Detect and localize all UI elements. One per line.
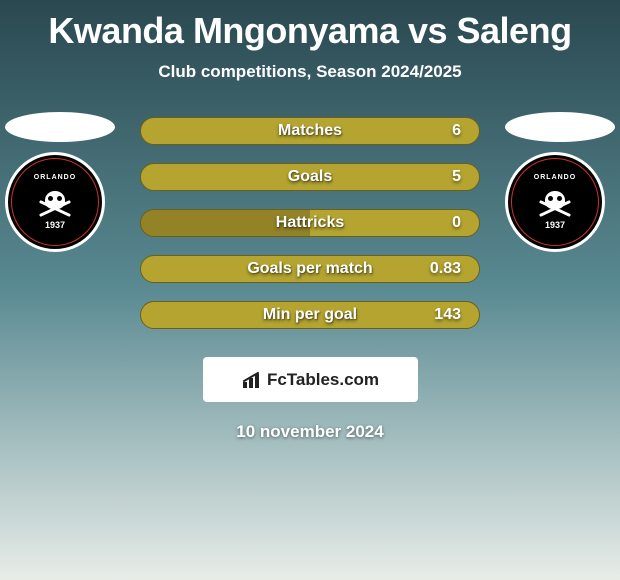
stat-right-value: 6: [431, 122, 461, 140]
stat-row: Min per goal 143: [140, 301, 480, 329]
stat-label: Matches: [278, 122, 342, 140]
stat-right-value: 0.83: [430, 260, 461, 278]
stat-row: Goals per match 0.83: [140, 255, 480, 283]
stat-row: Matches 6: [140, 117, 480, 145]
footer-brand-box: FcTables.com: [203, 357, 418, 402]
player-left-photo-placeholder: [5, 112, 115, 142]
stats-bars-container: Matches 6 Goals 5 Hattricks 0 Goals per match 0…: [140, 112, 480, 329]
page-title: Kwanda Mngonyama vs Saleng: [0, 0, 620, 52]
skull-crossbones-icon: [535, 183, 575, 218]
date-text: 10 november 2024: [0, 422, 620, 442]
stat-label: Hattricks: [276, 214, 344, 232]
chart-icon: [241, 372, 261, 388]
club-name-text: ORLANDO: [34, 174, 76, 181]
stat-row: Goals 5: [140, 163, 480, 191]
player-right-photo-placeholder: [505, 112, 615, 142]
stat-row: Hattricks 0: [140, 209, 480, 237]
player-left-club-logo: ORLANDO 1937: [5, 152, 105, 252]
player-right-club-logo: ORLANDO 1937: [505, 152, 605, 252]
subtitle: Club competitions, Season 2024/2025: [0, 62, 620, 82]
stat-label: Min per goal: [263, 306, 357, 324]
player-right-block: ORLANDO 1937: [505, 112, 615, 252]
stat-right-value: 143: [431, 306, 461, 324]
club-year-text: 1937: [545, 220, 565, 230]
stat-label: Goals: [288, 168, 332, 186]
player-left-block: ORLANDO 1937: [5, 112, 115, 252]
club-name-text: ORLANDO: [534, 174, 576, 181]
stat-right-value: 0: [431, 214, 461, 232]
comparison-content: ORLANDO 1937 ORLANDO 1937 Matches 6 Goals 5…: [0, 112, 620, 329]
skull-crossbones-icon: [35, 183, 75, 218]
club-year-text: 1937: [45, 220, 65, 230]
footer-brand-text: FcTables.com: [267, 370, 379, 390]
stat-label: Goals per match: [247, 260, 372, 278]
stat-right-value: 5: [431, 168, 461, 186]
